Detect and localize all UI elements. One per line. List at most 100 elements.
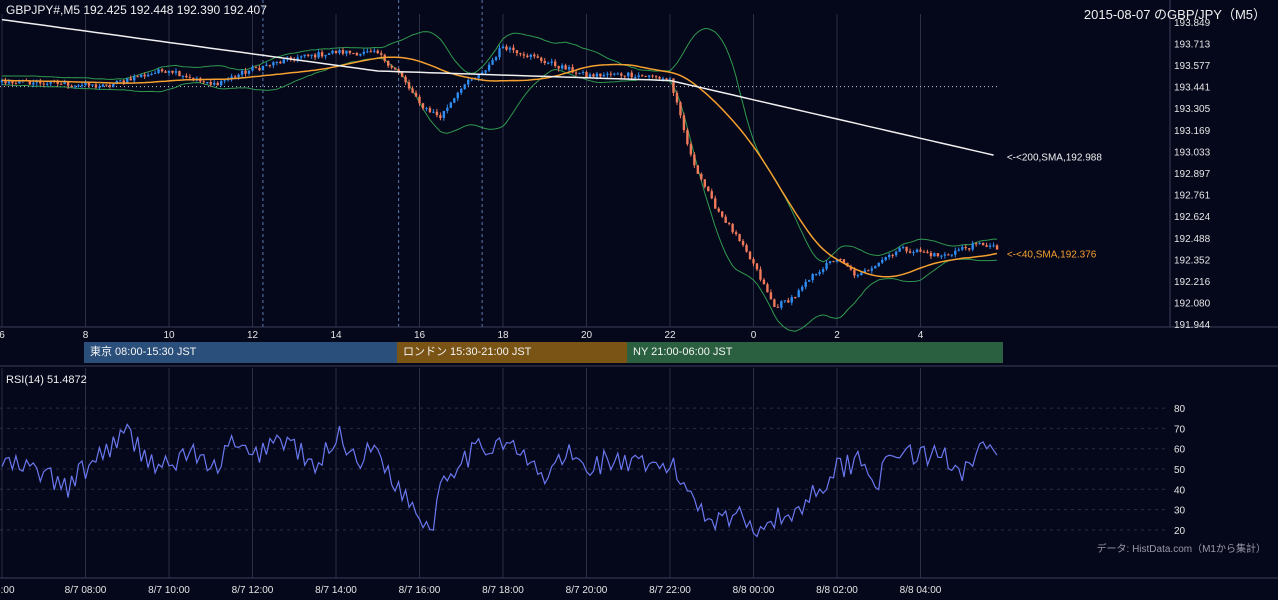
candle-body <box>592 74 595 77</box>
candle-body <box>129 78 132 81</box>
candle-body <box>543 60 546 64</box>
candle-body <box>306 54 310 56</box>
candle-body <box>738 234 741 241</box>
candle-body <box>978 242 981 244</box>
candle-body <box>634 77 637 79</box>
candle-body <box>7 81 11 84</box>
candle-body <box>828 261 832 263</box>
candle-body <box>727 222 731 224</box>
price-tick-label: 192.352 <box>1174 255 1211 266</box>
candle-body <box>912 252 915 254</box>
price-time-tick: 20 <box>581 330 593 341</box>
candle-body <box>661 78 665 80</box>
rsi-time-tick: 8/7 22:00 <box>649 585 691 596</box>
candle-body <box>446 107 449 111</box>
candle-body <box>282 59 286 64</box>
candle-body <box>300 56 303 58</box>
candle-body <box>891 254 894 256</box>
candle-body <box>453 98 456 103</box>
candle-body <box>637 75 640 78</box>
rsi-time-axis: 06:00 8/7 08:00 8/7 10:00 8/7 12:00 8/7 14:0… <box>0 585 942 596</box>
candle-body <box>901 246 905 248</box>
rsi-tick-label: 60 <box>1174 445 1186 456</box>
candle-body <box>915 249 919 253</box>
ohlc-title: GBPJPY#,M5 192.425 192.448 192.390 192.4… <box>6 3 267 17</box>
candle-body <box>425 108 428 110</box>
sma200-line <box>1 18 994 156</box>
candle-body <box>463 84 466 89</box>
candle-body <box>936 253 940 257</box>
candle-body <box>647 75 651 77</box>
candle-body <box>442 110 446 118</box>
candle-body <box>665 78 668 80</box>
candle-body <box>167 70 171 73</box>
candle-body <box>839 259 842 261</box>
candle-body <box>268 64 272 66</box>
candle-body <box>832 261 835 263</box>
candle-body <box>567 67 571 70</box>
candle-body <box>414 92 418 97</box>
candle-body <box>602 74 606 77</box>
candle-body <box>313 54 317 58</box>
price-tick-label: 192.624 <box>1174 212 1211 223</box>
candle-body <box>202 81 205 83</box>
rsi-tick-label: 20 <box>1174 526 1186 537</box>
candle-body <box>390 65 393 68</box>
candle-body <box>533 54 536 57</box>
price-tick-label: 193.713 <box>1174 40 1211 51</box>
candle-body <box>867 270 870 272</box>
price-tick-label: 192.488 <box>1174 234 1211 245</box>
candle-body <box>206 82 209 84</box>
candle-body <box>32 82 35 85</box>
rsi-time-tick: 8/7 08:00 <box>65 585 107 596</box>
candle-body <box>352 52 355 54</box>
candle-body <box>922 251 926 253</box>
candle-body <box>491 60 494 65</box>
rsi-tick-label: 50 <box>1174 465 1186 476</box>
candle-body <box>153 73 157 75</box>
candle-body <box>46 83 49 85</box>
candle-body <box>595 73 599 77</box>
candle-body <box>331 50 334 54</box>
candle-body <box>373 50 376 52</box>
candle-body <box>717 208 720 212</box>
candle-body <box>874 266 877 269</box>
candle-body <box>950 254 954 256</box>
candle-body <box>136 76 139 78</box>
candle-body <box>467 80 470 85</box>
price-tick-label: 192.216 <box>1174 277 1211 288</box>
candle-body <box>801 286 804 291</box>
candle-body <box>254 67 258 69</box>
candle-body <box>303 54 306 57</box>
candle-body <box>49 80 52 84</box>
candle-body <box>348 50 352 53</box>
candle-body <box>230 76 233 79</box>
candle-body <box>317 52 320 58</box>
candle-body <box>714 198 717 209</box>
candle-body <box>933 253 936 257</box>
candle-body <box>536 56 539 58</box>
candle-body <box>995 245 999 250</box>
candle-body <box>860 272 863 276</box>
candle-body <box>710 191 713 199</box>
candle-body <box>369 51 372 53</box>
candle-body <box>755 263 759 270</box>
candle-body <box>14 83 18 85</box>
candle-body <box>553 61 557 67</box>
candle-body <box>797 290 800 298</box>
rsi-grid <box>0 365 1278 579</box>
candle-body <box>686 130 689 145</box>
candle-body <box>126 78 129 83</box>
candle-body <box>581 71 585 73</box>
rsi-time-tick: 8/7 18:00 <box>482 585 524 596</box>
candle-body <box>766 284 769 293</box>
candle-body <box>432 111 435 113</box>
candle-body <box>762 279 766 285</box>
candle-body <box>849 266 853 270</box>
candle-body <box>773 299 776 307</box>
moving-averages: <-<200,SMA,192.988 <-<40,SMA,192.376 <box>1 18 1102 278</box>
candle-body <box>929 252 933 257</box>
candle-body <box>456 92 459 99</box>
candle-body <box>289 57 292 60</box>
candle-body <box>564 65 567 70</box>
